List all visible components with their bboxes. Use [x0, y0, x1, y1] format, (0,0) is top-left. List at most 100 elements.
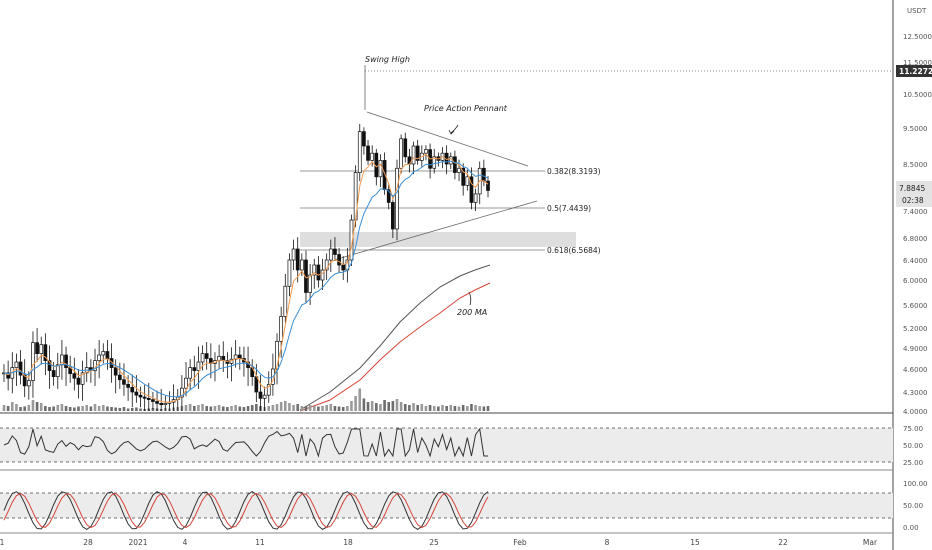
candle-body — [113, 367, 118, 376]
candle-body — [448, 156, 453, 165]
candle-body — [64, 354, 68, 368]
price-tick-label: 10.5000 — [903, 91, 932, 99]
time-tick-label: Mar — [863, 538, 878, 547]
candle-body — [237, 354, 242, 359]
candle-body — [395, 167, 399, 230]
volume-bar — [329, 404, 333, 411]
time-tick-label: 8 — [605, 538, 610, 547]
candle-body — [130, 387, 135, 393]
volume-bar — [23, 406, 26, 411]
candle-body — [432, 156, 437, 169]
rsi-tick-label: 25.00 — [903, 459, 923, 467]
time-tick-label: 15 — [690, 538, 700, 547]
candle-body — [146, 397, 151, 400]
volume-bar — [370, 401, 374, 411]
rsi-tick-label: 75.00 — [903, 425, 923, 433]
pennant-lines[interactable] — [333, 111, 538, 261]
volume-bar — [10, 402, 14, 411]
candle-body — [117, 374, 122, 381]
volume-bar — [391, 401, 395, 411]
volume-bar — [350, 401, 353, 411]
volume-bar — [283, 401, 287, 411]
candle-body — [316, 264, 321, 281]
time-tick-label: 25 — [429, 538, 439, 547]
stoch-k-line — [3, 490, 489, 531]
candle-body — [105, 351, 110, 359]
candle-body — [18, 361, 23, 376]
candle-body — [465, 176, 470, 186]
candle-body — [163, 403, 168, 406]
candle-body — [134, 391, 139, 396]
fib-retracement[interactable] — [300, 170, 576, 251]
price-tick-label: 4.6000 — [903, 366, 928, 374]
rsi-line — [3, 427, 488, 458]
price-tick-label: 5.6000 — [903, 302, 928, 310]
candle-body — [461, 167, 466, 186]
time-tick-label: 4 — [183, 538, 188, 547]
volume-bar — [246, 406, 250, 411]
fib-label-0382: 0.382(8.3193) — [547, 167, 601, 176]
swing-high-line[interactable] — [364, 65, 893, 110]
ema-slow-line — [3, 160, 489, 398]
candle-body — [60, 354, 64, 366]
volume-bar — [44, 406, 47, 411]
volume-bar — [416, 405, 419, 411]
candle-body — [469, 176, 474, 203]
volume-bar — [321, 406, 324, 411]
fib-label-05: 0.5(7.4439) — [547, 204, 591, 213]
svg-text:7.8845: 7.8845 — [899, 184, 925, 193]
volume-bar — [408, 405, 411, 411]
volume-bar — [101, 405, 105, 411]
volume-bar — [242, 407, 246, 411]
candle-body — [473, 193, 478, 203]
ma-label: 200 MA — [457, 308, 487, 317]
candle-body — [43, 344, 48, 361]
swing-high-label: Swing High — [365, 55, 410, 64]
volume-bar — [308, 405, 312, 411]
candle-body — [142, 396, 147, 399]
current-price-badge: 7.8845 02:38 — [896, 181, 932, 207]
volume-bar — [424, 406, 428, 411]
demand-zone — [300, 232, 576, 247]
candle-body — [101, 351, 106, 356]
volume-bar — [89, 406, 93, 411]
volume-bar — [230, 406, 233, 411]
candle-body — [126, 383, 130, 388]
candle-body — [31, 342, 35, 381]
candle-body — [47, 360, 52, 371]
volume-bar — [333, 406, 337, 411]
volume-bar — [56, 405, 60, 411]
candle-body — [366, 145, 370, 161]
ema-fast-line — [3, 153, 489, 403]
volume-bar — [110, 407, 113, 411]
volume-bar — [288, 403, 291, 411]
volume-bar — [130, 408, 134, 411]
volume-bar — [312, 406, 316, 411]
candle-body — [192, 367, 197, 371]
volume-bars — [2, 388, 490, 411]
time-tick-label: 22 — [778, 538, 788, 547]
swing-high-price-badge: 11.2272 — [896, 65, 932, 77]
volume-bar — [139, 408, 142, 411]
volume-bar — [118, 408, 122, 411]
volume-bar — [317, 406, 320, 411]
volume-bar — [354, 396, 357, 411]
volume-bar — [197, 405, 200, 411]
volume-bar — [403, 404, 407, 411]
time-tick-label: 11 — [255, 538, 265, 547]
volume-bar — [399, 402, 403, 411]
volume-bar — [226, 407, 229, 411]
volume-bar — [238, 406, 242, 411]
volume-bar — [64, 406, 68, 411]
volume-bar — [474, 405, 477, 411]
candle-body — [225, 360, 230, 364]
volume-bar — [271, 405, 275, 411]
volume-bar — [275, 404, 279, 411]
candle-body — [55, 364, 60, 378]
candle-body — [26, 380, 31, 387]
candle-body — [14, 361, 19, 368]
candle-body — [262, 394, 267, 399]
volume-bar — [362, 398, 366, 411]
time-tick-label: 28 — [83, 538, 93, 547]
